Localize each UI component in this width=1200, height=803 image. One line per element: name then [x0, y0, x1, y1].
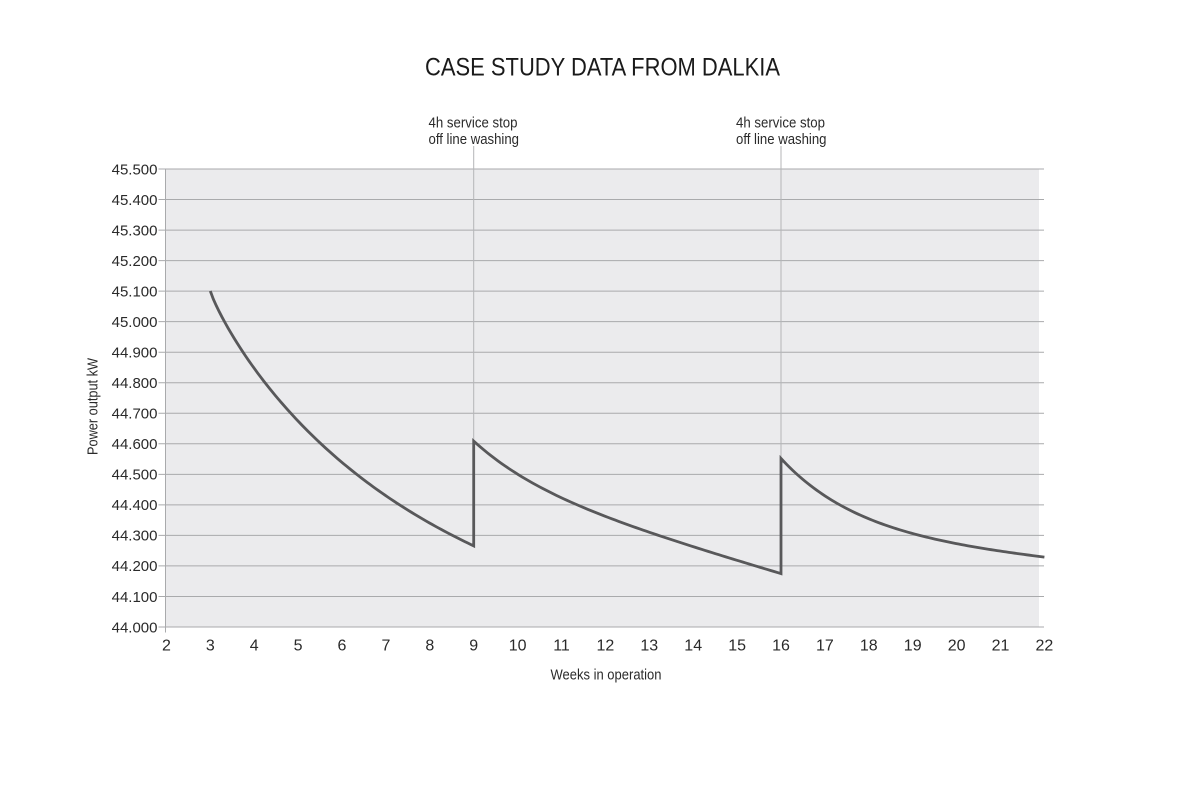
svg-text:45.200: 45.200	[112, 253, 158, 270]
svg-text:4h service stop: 4h service stop	[736, 115, 825, 132]
svg-text:2: 2	[162, 638, 171, 655]
svg-text:8: 8	[425, 638, 434, 655]
svg-text:4: 4	[250, 638, 259, 655]
svg-text:17: 17	[816, 638, 834, 655]
svg-text:20: 20	[948, 638, 966, 655]
svg-text:44.600: 44.600	[112, 436, 158, 453]
svg-text:10: 10	[509, 638, 527, 655]
svg-text:off line washing: off line washing	[429, 131, 520, 148]
svg-text:44.700: 44.700	[112, 406, 158, 423]
svg-text:14: 14	[684, 638, 702, 655]
svg-text:18: 18	[860, 638, 878, 655]
svg-text:45.500: 45.500	[112, 161, 158, 178]
svg-text:45.100: 45.100	[112, 283, 158, 300]
svg-text:21: 21	[992, 638, 1010, 655]
svg-text:45.000: 45.000	[112, 314, 158, 331]
svg-text:16: 16	[772, 638, 790, 655]
svg-text:CASE STUDY DATA FROM DALKIA: CASE STUDY DATA FROM DALKIA	[425, 53, 780, 81]
svg-text:5: 5	[294, 638, 303, 655]
svg-text:15: 15	[728, 638, 746, 655]
svg-text:13: 13	[640, 638, 658, 655]
svg-text:44.000: 44.000	[112, 619, 158, 636]
svg-text:44.100: 44.100	[112, 589, 158, 606]
svg-text:44.400: 44.400	[112, 497, 158, 514]
svg-text:6: 6	[338, 638, 347, 655]
svg-text:11: 11	[553, 638, 570, 655]
svg-text:22: 22	[1036, 638, 1054, 655]
svg-text:44.800: 44.800	[112, 375, 158, 392]
svg-text:9: 9	[469, 638, 478, 655]
svg-text:12: 12	[597, 638, 615, 655]
svg-text:44.300: 44.300	[112, 528, 158, 545]
svg-text:44.200: 44.200	[112, 558, 158, 575]
svg-text:3: 3	[206, 638, 215, 655]
svg-text:Weeks in operation: Weeks in operation	[551, 667, 662, 684]
svg-text:7: 7	[381, 638, 390, 655]
svg-text:44.900: 44.900	[112, 345, 158, 362]
svg-text:45.300: 45.300	[112, 222, 158, 239]
svg-text:off line washing: off line washing	[736, 131, 827, 148]
svg-text:Power output kW: Power output kW	[85, 357, 102, 455]
svg-text:45.400: 45.400	[112, 192, 158, 209]
svg-text:19: 19	[904, 638, 922, 655]
svg-text:4h service stop: 4h service stop	[429, 115, 518, 132]
svg-text:44.500: 44.500	[112, 467, 158, 484]
